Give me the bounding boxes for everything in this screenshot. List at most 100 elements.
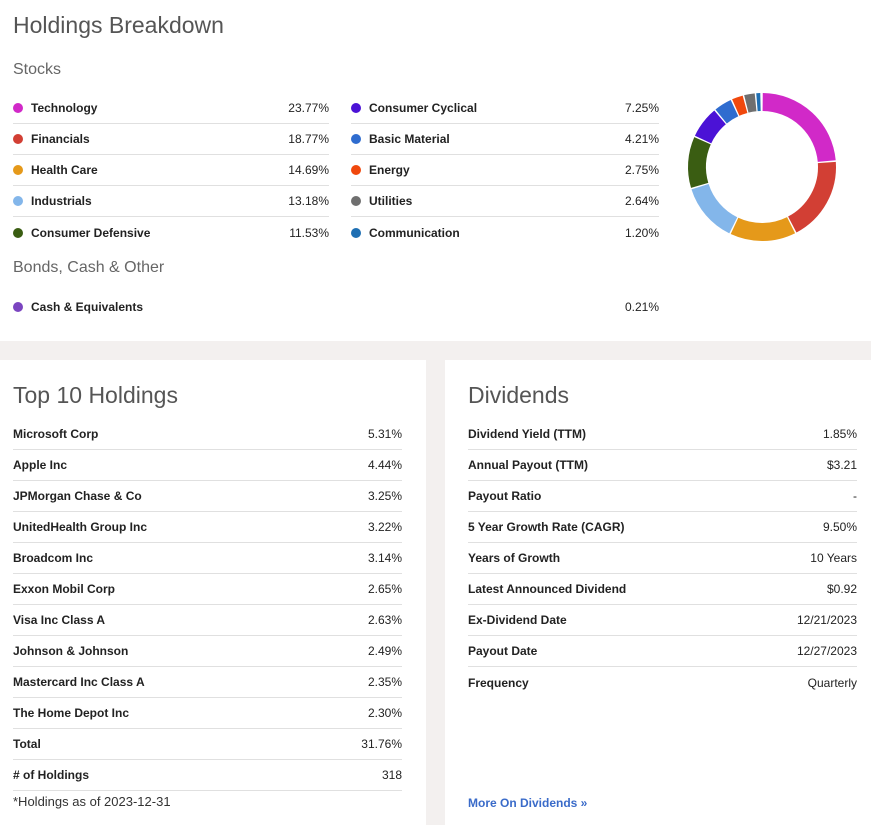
- total-row: Total 31.76%: [13, 729, 402, 760]
- holdings-breakdown-title: Holdings Breakdown: [13, 12, 224, 38]
- sector-label: Technology: [31, 101, 98, 115]
- sector-value: 13.18%: [288, 194, 329, 208]
- stocks-section-title: Stocks: [13, 61, 62, 78]
- dividend-row: Frequency Quarterly: [468, 667, 857, 698]
- donut-slice-financials: [787, 161, 836, 233]
- sector-value: 1.20%: [624, 225, 659, 240]
- holding-weight: 3.22%: [367, 520, 402, 534]
- donut-slice-utilities: [744, 93, 757, 113]
- holdings-count-label: # of Holdings: [13, 768, 89, 782]
- dividend-label: Frequency: [468, 675, 529, 690]
- dividend-row: 5 Year Growth Rate (CAGR) 9.50%: [468, 512, 857, 543]
- dividend-label: Ex-Dividend Date: [468, 613, 567, 627]
- sector-label: Energy: [369, 163, 410, 177]
- dividend-value: 1.85%: [822, 427, 857, 441]
- dividend-row: Payout Date 12/27/2023: [468, 636, 857, 667]
- holding-name: Exxon Mobil Corp: [13, 582, 115, 596]
- holding-row: Visa Inc Class A 2.63%: [13, 605, 402, 636]
- top-holdings-title: Top 10 Holdings: [13, 382, 178, 408]
- donut-slice-technology: [762, 93, 836, 163]
- sector-label: Basic Material: [369, 132, 450, 146]
- sector-label: Communication: [369, 225, 460, 240]
- donut-slice-energy: [732, 95, 748, 116]
- holding-name: Microsoft Corp: [13, 427, 99, 441]
- holding-name: The Home Depot Inc: [13, 706, 130, 720]
- holding-name: UnitedHealth Group Inc: [13, 520, 148, 534]
- sector-label: Utilities: [369, 194, 413, 208]
- sector-row: Technology 23.77%: [13, 93, 329, 124]
- dividend-value: 10 Years: [810, 551, 857, 565]
- sector-row: Industrials 13.18%: [13, 186, 329, 217]
- legend-dot: [13, 134, 23, 144]
- holding-weight: 3.25%: [367, 489, 402, 503]
- holding-row: Microsoft Corp 5.31%: [13, 419, 402, 450]
- dividend-value: $3.21: [826, 458, 857, 472]
- donut-slice-health-care: [730, 216, 796, 241]
- legend-dot: [351, 134, 361, 144]
- holding-weight: 2.63%: [367, 613, 402, 627]
- sector-row: Health Care 14.69%: [13, 155, 329, 186]
- sector-label: Consumer Defensive: [31, 225, 151, 240]
- legend-dot: [13, 165, 23, 175]
- sector-label: Cash & Equivalents: [31, 299, 144, 314]
- dividend-label: Dividend Yield (TTM): [468, 427, 587, 441]
- donut-slice-basic-material: [715, 99, 739, 124]
- legend-dot: [13, 227, 23, 238]
- holding-row: Johnson & Johnson 2.49%: [13, 636, 402, 667]
- holding-weight: 2.35%: [367, 675, 402, 689]
- holding-name: JPMorgan Chase & Co: [13, 489, 142, 503]
- holding-name: Johnson & Johnson: [13, 644, 129, 658]
- dividend-row: Latest Announced Dividend $0.92: [468, 574, 857, 605]
- dividend-row: Annual Payout (TTM) $3.21: [468, 450, 857, 481]
- dividend-row: Years of Growth 10 Years: [468, 543, 857, 574]
- holding-weight: 5.31%: [367, 427, 402, 441]
- sector-value: 11.53%: [289, 225, 329, 240]
- legend-dot: [13, 196, 23, 206]
- sector-value: 2.64%: [624, 194, 659, 208]
- holding-row: UnitedHealth Group Inc 3.22%: [13, 512, 402, 543]
- dividend-value: 9.50%: [822, 520, 857, 534]
- dividend-label: 5 Year Growth Rate (CAGR): [468, 520, 625, 534]
- sector-list-left: Technology 23.77% Financials 18.77% Health…: [13, 93, 329, 248]
- dividend-label: Annual Payout (TTM): [468, 458, 588, 472]
- sector-donut-chart: [688, 93, 836, 241]
- holding-row: JPMorgan Chase & Co 3.25%: [13, 481, 402, 512]
- sector-row: Utilities 2.64%: [351, 186, 659, 217]
- holding-name: Mastercard Inc Class A: [13, 675, 145, 689]
- sector-row: Cash & Equivalents 0.21%: [13, 291, 659, 322]
- more-on-dividends-link[interactable]: More On Dividends »: [468, 796, 588, 810]
- dividend-label: Payout Date: [468, 644, 538, 658]
- holding-weight: 2.49%: [367, 644, 402, 658]
- legend-dot: [351, 196, 361, 206]
- holding-name: Apple Inc: [13, 458, 68, 472]
- holding-name: Broadcom Inc: [13, 551, 94, 565]
- sector-row: Energy 2.75%: [351, 155, 659, 186]
- sector-value: 14.69%: [288, 163, 329, 177]
- donut-slice-consumer-defensive: [688, 137, 711, 188]
- dividend-value: 12/21/2023: [796, 613, 857, 627]
- holdings-count-row: # of Holdings 318: [13, 760, 402, 791]
- sector-row: Consumer Cyclical 7.25%: [351, 93, 659, 124]
- legend-dot: [13, 301, 23, 312]
- sector-row: Consumer Defensive 11.53%: [13, 217, 329, 248]
- sector-value: 0.21%: [624, 299, 659, 314]
- total-value: 31.76%: [361, 737, 402, 751]
- sector-value: 23.77%: [288, 101, 329, 115]
- holding-weight: 2.30%: [367, 706, 402, 720]
- holding-row: Mastercard Inc Class A 2.35%: [13, 667, 402, 698]
- holding-weight: 3.14%: [367, 551, 402, 565]
- sector-row: Basic Material 4.21%: [351, 124, 659, 155]
- top-holdings-table: Microsoft Corp 5.31% Apple Inc 4.44% JPMor…: [13, 419, 402, 791]
- holding-row: Apple Inc 4.44%: [13, 450, 402, 481]
- dividend-label: Latest Announced Dividend: [468, 582, 627, 596]
- holdings-date-footnote: *Holdings as of 2023-12-31: [13, 794, 171, 809]
- dividend-value: 12/27/2023: [796, 644, 857, 658]
- sector-value: 2.75%: [624, 163, 659, 177]
- holding-row: The Home Depot Inc 2.30%: [13, 698, 402, 729]
- legend-dot: [351, 227, 361, 238]
- donut-slice-industrials: [691, 183, 738, 234]
- dividend-row: Dividend Yield (TTM) 1.85%: [468, 419, 857, 450]
- dividend-row: Ex-Dividend Date 12/21/2023: [468, 605, 857, 636]
- holding-row: Broadcom Inc 3.14%: [13, 543, 402, 574]
- holdings-count-value: 318: [381, 768, 402, 782]
